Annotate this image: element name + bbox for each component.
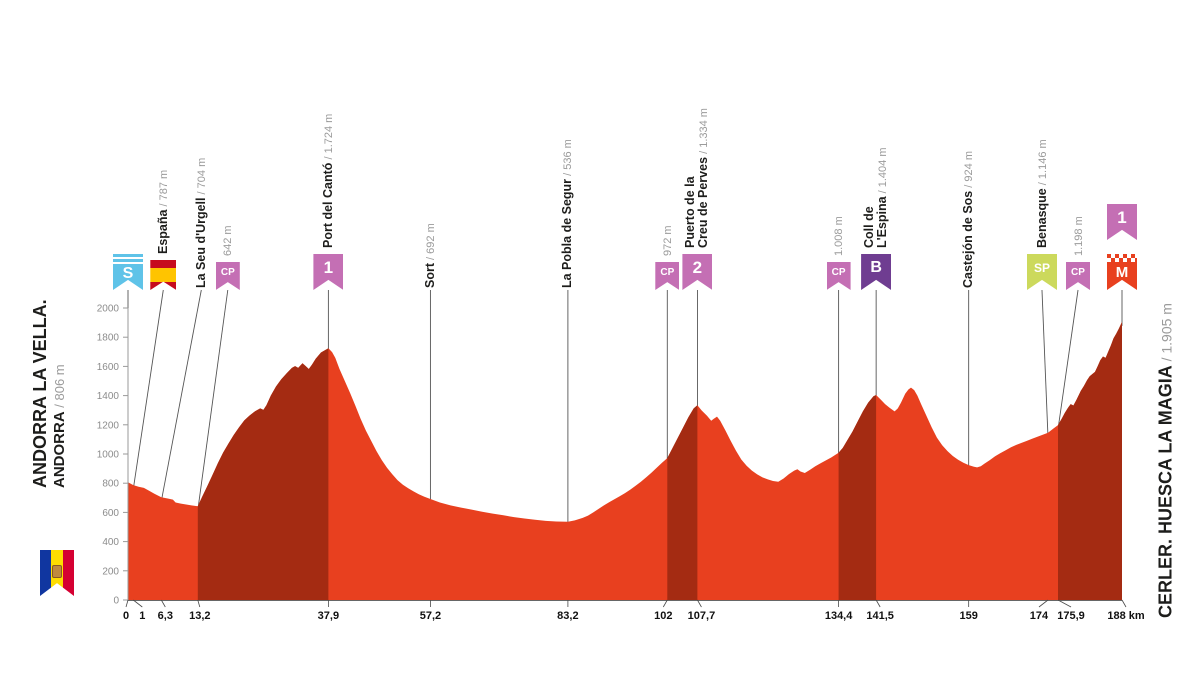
x-axis-label: 159 <box>959 610 977 622</box>
x-axis-tick <box>875 599 881 608</box>
marker-label: Benasque / 1.146 m <box>1034 139 1049 248</box>
start-location-subtitle: ANDORRA / 806 m <box>51 308 69 488</box>
y-axis-label: 1800 <box>97 333 120 344</box>
finish-banner-icon: M <box>1107 254 1137 290</box>
marker-guide-line <box>1041 289 1049 437</box>
marker-label: La Pobla de Segur / 536 m <box>560 139 575 288</box>
x-axis-label: 83,2 <box>557 610 578 622</box>
start-banner-icon: S <box>113 254 143 290</box>
x-axis-label: 13,2 <box>189 610 210 622</box>
marker-label: Port del Cantó / 1.724 m <box>320 113 335 248</box>
y-axis-label: 400 <box>102 537 119 548</box>
marker-label: La Seu d'Urgell / 704 m <box>193 157 208 288</box>
y-axis-label: 0 <box>113 596 119 607</box>
marker-label: 1.198 m <box>1072 216 1085 256</box>
marker-guide-line <box>132 289 164 490</box>
climb-segment <box>838 395 877 600</box>
x-axis-label: 141,5 <box>866 610 894 622</box>
x-axis-label: 174 <box>1030 610 1049 622</box>
category-climb-banner-icon: 1 <box>1107 204 1137 240</box>
x-axis-label: 1 <box>139 610 145 622</box>
x-axis-tick <box>662 599 668 608</box>
climb-segment <box>667 405 698 600</box>
x-axis-tick <box>125 599 129 608</box>
x-axis-label: 0 <box>123 610 129 622</box>
start-location-country: ANDORRA <box>51 411 68 488</box>
x-axis-tick <box>133 599 143 608</box>
y-axis-label: 1000 <box>97 450 120 461</box>
marker-label: Castejón de Sos / 924 m <box>961 151 976 288</box>
marker-guide-line <box>1057 289 1079 430</box>
x-axis-tick <box>1038 599 1049 608</box>
start-location-title: ANDORRA LA VELLA. ANDORRA / 806 m <box>29 299 69 488</box>
x-axis-label: 134,4 <box>825 610 853 622</box>
finish-location-name: CERLER. HUESCA LA MAGIA <box>1155 365 1176 618</box>
start-location-name: ANDORRA LA VELLA. <box>30 299 50 488</box>
x-axis-tick <box>1057 599 1072 608</box>
spain-flag-icon <box>150 260 177 290</box>
checkpoint-banner-icon: CP <box>1066 262 1090 290</box>
category-climb-banner-icon: 2 <box>682 254 713 290</box>
y-axis-label: 1400 <box>97 391 120 402</box>
checkpoint-banner-icon: CP <box>215 262 240 290</box>
x-axis-tick <box>197 599 201 608</box>
category-climb-banner-icon: 1 <box>313 254 344 290</box>
checkpoint-banner-icon: CP <box>826 262 851 290</box>
y-axis-label: 800 <box>102 479 119 490</box>
checkpoint-banner-icon: CP <box>655 262 680 290</box>
marker-label: L'Espina / 1.404 m <box>875 147 890 248</box>
start-elevation: / 806 m <box>52 364 67 412</box>
marker-label: 1.008 m <box>833 216 846 256</box>
marker-label: 642 m <box>222 225 235 256</box>
x-axis-label: 107,7 <box>688 610 716 622</box>
y-axis-label: 1200 <box>97 420 120 431</box>
x-axis-label: 175,9 <box>1057 610 1085 622</box>
x-axis-tick <box>160 599 166 608</box>
bonus-banner-icon: B <box>861 254 892 290</box>
finish-location-title: CERLER. HUESCA LA MAGIA / 1.905 m <box>1155 291 1178 631</box>
x-axis-tick <box>697 599 702 608</box>
marker-label: Creu de Perves / 1.334 m <box>696 108 711 248</box>
climb-segment <box>1058 321 1122 600</box>
climb-segment <box>197 348 329 600</box>
y-axis-label: 200 <box>102 566 119 577</box>
marker-label: España / 787 m <box>155 169 170 254</box>
x-axis-label: 102 <box>654 610 672 622</box>
andorra-flag-emblem <box>52 565 62 578</box>
marker-guide-line <box>160 289 202 502</box>
x-axis-label: 188 km <box>1107 610 1145 622</box>
marker-label: Sort / 692 m <box>422 223 437 288</box>
x-axis-label: 37,9 <box>318 610 339 622</box>
sprint-banner-icon: SP <box>1027 254 1057 290</box>
finish-elevation: / 1.905 m <box>1158 303 1175 366</box>
y-axis-label: 1600 <box>97 362 120 373</box>
y-axis-label: 600 <box>102 508 119 519</box>
x-axis-label: 6,3 <box>158 610 173 622</box>
x-axis-label: 57,2 <box>420 610 441 622</box>
marker-label: 972 m <box>661 225 674 256</box>
y-axis-label: 2000 <box>97 304 120 315</box>
marker-guide-line <box>197 289 229 511</box>
x-axis-tick <box>1121 599 1127 608</box>
